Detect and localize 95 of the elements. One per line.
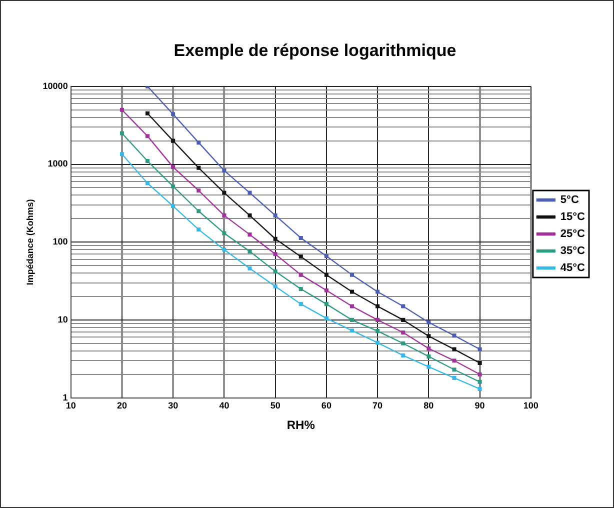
- point: [376, 290, 380, 294]
- point: [248, 190, 252, 195]
- point: [171, 204, 176, 208]
- x-tick-label: 50: [270, 400, 280, 411]
- point: [350, 328, 354, 333]
- point: [196, 209, 201, 214]
- point: [196, 228, 201, 232]
- x-tick-label: 70: [372, 400, 383, 411]
- point: [350, 272, 354, 277]
- x-tick-label: 80: [424, 400, 434, 411]
- point: [478, 372, 482, 376]
- chart-title: Exemple de réponse logarithmique: [174, 40, 456, 60]
- point: [298, 254, 303, 259]
- point: [426, 346, 431, 350]
- point: [222, 248, 226, 252]
- point: [248, 266, 252, 270]
- point: [145, 159, 150, 164]
- legend-label: 45°C: [560, 262, 586, 274]
- point: [376, 329, 380, 334]
- point: [478, 347, 482, 352]
- y-tick-label: 1: [62, 392, 68, 402]
- point: [426, 364, 431, 369]
- point: [196, 166, 201, 170]
- x-tick-label: 40: [219, 400, 230, 411]
- point: [248, 232, 252, 237]
- point: [452, 376, 456, 380]
- y-tick-label: 10: [58, 314, 68, 324]
- point: [248, 249, 252, 254]
- legend-label: 15°C: [560, 211, 586, 224]
- point: [222, 190, 226, 195]
- point: [120, 152, 124, 156]
- point: [401, 341, 406, 346]
- point: [401, 330, 406, 335]
- point: [145, 134, 150, 138]
- legend-label: 25°C: [560, 228, 586, 240]
- point: [426, 320, 431, 324]
- y-tick-label: 1000: [48, 158, 68, 169]
- point: [222, 168, 226, 173]
- point: [376, 340, 380, 345]
- x-tick-label: 100: [523, 400, 538, 411]
- y-tick-label: 100: [52, 236, 68, 247]
- point: [145, 181, 150, 186]
- point: [248, 213, 252, 218]
- point: [273, 284, 278, 288]
- point: [452, 358, 456, 363]
- point: [171, 184, 176, 188]
- point: [298, 286, 303, 291]
- x-tick-label: 20: [116, 400, 127, 411]
- point: [120, 131, 124, 136]
- point: [401, 353, 406, 358]
- point: [171, 165, 176, 170]
- x-tick-label: 10: [66, 400, 76, 411]
- point: [452, 347, 456, 352]
- y-axis-title: Impédance (Kohms): [24, 199, 35, 286]
- point: [298, 236, 303, 240]
- point: [426, 354, 431, 358]
- point: [171, 112, 176, 116]
- y-tick-label: 10000: [42, 80, 68, 91]
- point: [324, 302, 328, 306]
- point: [401, 318, 406, 322]
- point: [426, 334, 431, 338]
- point: [145, 111, 150, 116]
- point: [273, 236, 278, 241]
- point: [273, 252, 278, 256]
- point: [350, 290, 354, 294]
- point: [196, 140, 201, 145]
- point: [222, 213, 226, 218]
- point: [222, 231, 226, 236]
- point: [120, 108, 124, 112]
- point: [273, 269, 278, 274]
- point: [401, 304, 406, 308]
- point: [324, 254, 328, 258]
- point: [452, 334, 456, 338]
- x-tick-label: 90: [474, 400, 485, 411]
- point: [324, 316, 328, 320]
- point: [478, 360, 482, 366]
- point: [324, 272, 328, 277]
- point: [298, 302, 303, 306]
- point: [376, 318, 380, 322]
- point: [298, 272, 303, 277]
- point: [478, 380, 482, 384]
- x-tick-label: 30: [168, 400, 178, 411]
- point: [350, 318, 354, 322]
- x-tick-label: 60: [321, 400, 332, 411]
- legend-label: 35°C: [560, 245, 586, 258]
- x-axis-title: RH%: [286, 418, 316, 432]
- point: [196, 188, 201, 193]
- legend-label: 5°C: [560, 194, 579, 206]
- point: [324, 288, 328, 292]
- point: [452, 368, 456, 372]
- point: [376, 304, 380, 308]
- point: [350, 304, 354, 308]
- point: [478, 386, 482, 391]
- point: [171, 138, 176, 143]
- point: [273, 213, 278, 218]
